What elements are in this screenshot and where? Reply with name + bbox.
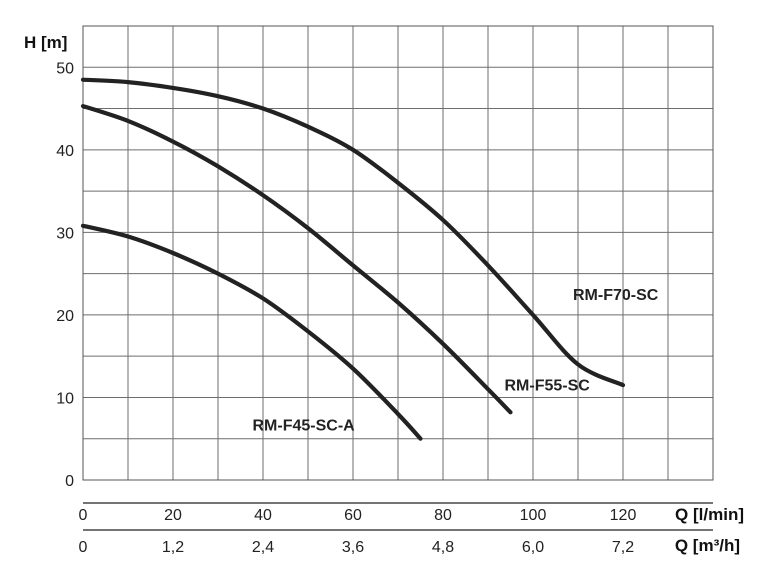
series-curve-rm-f70-sc xyxy=(80,77,626,388)
x-tick-label-secondary: 2,4 xyxy=(252,539,274,556)
y-tick-label: 30 xyxy=(56,225,74,242)
grid xyxy=(83,26,713,480)
x-tick-label-secondary: 0 xyxy=(79,539,88,556)
y-tick-label: 20 xyxy=(56,308,74,325)
series-labels: RM-F70-SC RM-F55-SC RM-F45-SC-A xyxy=(253,287,659,435)
y-tick-label: 10 xyxy=(56,390,74,407)
y-tick-label: 40 xyxy=(56,143,74,160)
x-tick-label-secondary: 1,2 xyxy=(162,539,184,556)
x-tick-label: 0 xyxy=(79,507,88,524)
x-tick-label-secondary: 3,6 xyxy=(342,539,364,556)
x-tick-label: 80 xyxy=(434,507,452,524)
x-axis-title: Q [l/min] xyxy=(675,505,744,524)
y-tick-labels: 0 10 20 30 40 50 xyxy=(56,60,74,490)
x-tick-label: 60 xyxy=(344,507,362,524)
y-tick-label: 50 xyxy=(56,60,74,77)
series-curve-rm-f55-sc xyxy=(80,104,513,415)
x-tick-labels: 0 20 40 60 80 100 120 xyxy=(79,507,637,524)
x-tick-label: 40 xyxy=(254,507,272,524)
x-tick-label: 20 xyxy=(164,507,182,524)
x-axis-title-secondary: Q [m³/h] xyxy=(675,536,740,555)
plot-frame xyxy=(82,25,714,481)
curves xyxy=(80,77,626,441)
y-tick-label: 0 xyxy=(65,473,74,490)
x-tick-labels-secondary: 0 1,2 2,4 3,6 4,8 6,0 7,2 xyxy=(79,539,635,556)
y-axis-title: H [m] xyxy=(24,33,67,52)
x-tick-label-secondary: 7,2 xyxy=(612,539,634,556)
x-tick-label: 120 xyxy=(610,507,637,524)
series-label-rm-f55-sc: RM-F55-SC xyxy=(505,377,591,394)
x-tick-label: 100 xyxy=(520,507,547,524)
series-curve-rm-f45-sc-a xyxy=(80,223,423,441)
series-label-rm-f70-sc: RM-F70-SC xyxy=(573,287,659,304)
x-tick-label-secondary: 4,8 xyxy=(432,539,454,556)
x-tick-label-secondary: 6,0 xyxy=(522,539,544,556)
series-label-rm-f45-sc-a: RM-F45-SC-A xyxy=(253,418,356,435)
